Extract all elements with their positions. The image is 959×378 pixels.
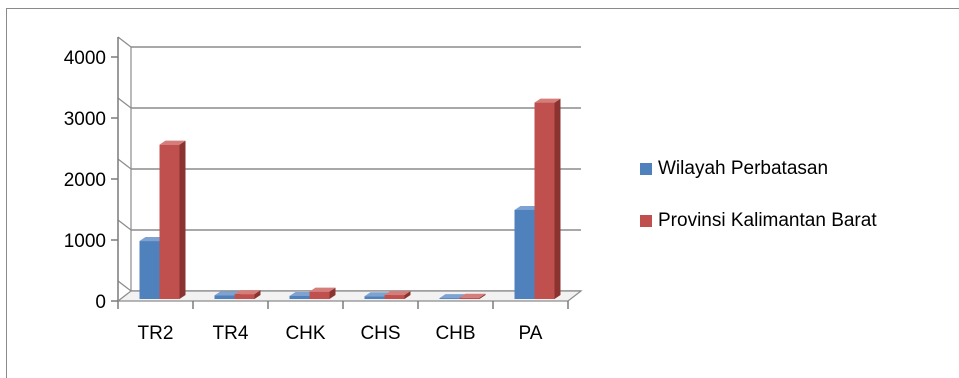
y-tick-labels: 0 1000 2000 3000 4000 <box>64 48 106 313</box>
bars-layer <box>139 98 561 299</box>
bar-provinsi-kalimantan-barat-chs <box>384 291 411 299</box>
bar-provinsi-kalimantan-barat-tr2 <box>159 140 186 299</box>
y-tick-label: 1000 <box>64 231 106 252</box>
x-tick-label: CHS <box>360 323 400 344</box>
bar-top <box>139 237 166 242</box>
legend-swatch-series-1 <box>640 163 652 175</box>
legend-item-provinsi-kalimantan-barat: Provinsi Kalimantan Barat <box>640 208 877 234</box>
x-tick-label: CHB <box>435 323 475 344</box>
bar-side <box>479 293 486 299</box>
bar-provinsi-kalimantan-barat-chb <box>459 293 486 299</box>
chart-plot: 0 1000 2000 3000 4000 TR2 TR4 CHK CHS CH… <box>64 36 583 344</box>
bar-front <box>214 295 235 299</box>
bar-top <box>214 291 241 296</box>
bar-top <box>459 293 486 298</box>
bar-provinsi-kalimantan-barat-tr4 <box>234 290 261 299</box>
bar-front <box>309 291 330 299</box>
bar-top <box>234 290 261 295</box>
bar-side <box>554 98 561 299</box>
chart-floor <box>116 290 583 302</box>
bar-top <box>534 98 561 103</box>
bar-front <box>364 296 385 299</box>
x-tick-labels: TR2 TR4 CHK CHS CHB PA <box>138 323 543 344</box>
bar-front <box>439 298 460 299</box>
grid-layer <box>117 36 581 292</box>
bar-front <box>514 209 535 299</box>
bar-side <box>179 140 186 299</box>
gridline-depth <box>117 97 132 109</box>
y-tick-label: 2000 <box>64 170 106 191</box>
x-tick-label: PA <box>519 323 543 344</box>
bar-top <box>384 291 411 296</box>
bar-side <box>329 287 336 299</box>
bar-provinsi-kalimantan-barat-pa <box>534 98 561 299</box>
legend-item-wilayah-perbatasan: Wilayah Perbatasan <box>640 156 877 182</box>
legend-label-series-1: Wilayah Perbatasan <box>658 158 829 179</box>
bar-front <box>139 241 160 299</box>
bar-front <box>534 102 555 299</box>
bar-front <box>384 295 405 299</box>
bar-side <box>254 290 261 299</box>
bar-top <box>439 294 466 299</box>
y-tick-label: 4000 <box>64 48 106 69</box>
chart-frame <box>6 8 959 378</box>
bar-top <box>514 205 541 210</box>
gridline-depth <box>117 219 132 231</box>
gridline-depth <box>117 158 132 170</box>
bar-top <box>289 291 316 296</box>
y-tick-label: 3000 <box>64 109 106 130</box>
legend-swatch-series-2 <box>640 215 652 227</box>
bar-top <box>309 287 336 292</box>
bar-front <box>159 144 180 299</box>
bar-side <box>404 291 411 299</box>
bar-provinsi-kalimantan-barat-chk <box>309 287 336 299</box>
x-tick-label: CHK <box>285 323 325 344</box>
gridline-depth <box>117 36 132 48</box>
bar-top <box>159 140 186 145</box>
gridline-depth <box>117 280 132 292</box>
bar-front <box>459 297 480 299</box>
x-tick-label: TR4 <box>213 323 249 344</box>
bar-top <box>364 292 391 297</box>
bar-front <box>234 294 255 299</box>
x-tick-label: TR2 <box>138 323 174 344</box>
chart-legend: Wilayah Perbatasan Provinsi Kalimantan B… <box>640 156 877 260</box>
legend-label-series-2: Provinsi Kalimantan Barat <box>658 210 877 231</box>
y-tick-label: 0 <box>95 292 106 313</box>
bar-front <box>289 295 310 299</box>
